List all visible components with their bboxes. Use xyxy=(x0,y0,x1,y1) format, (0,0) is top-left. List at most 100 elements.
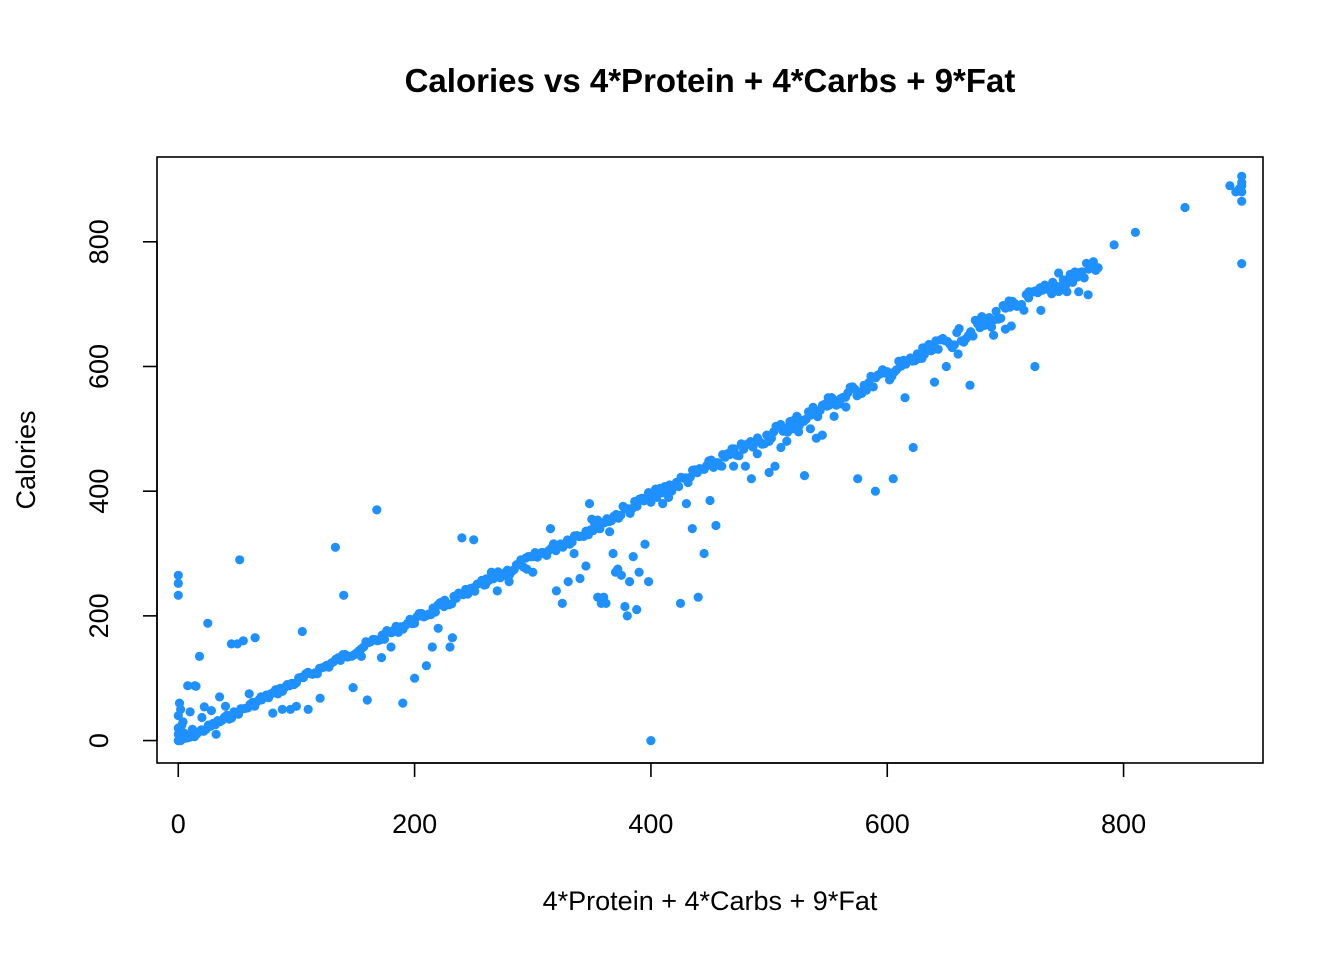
data-point xyxy=(1237,171,1247,181)
data-point xyxy=(470,586,480,596)
data-point xyxy=(986,322,997,332)
data-point xyxy=(203,618,213,628)
data-point xyxy=(1030,361,1040,372)
data-point xyxy=(589,517,599,527)
data-point xyxy=(687,524,697,534)
data-point xyxy=(486,567,496,577)
data-point xyxy=(868,382,878,392)
data-point xyxy=(1054,268,1064,278)
y-tick-label: 0 xyxy=(84,733,114,748)
data-point xyxy=(929,377,940,387)
data-point xyxy=(675,598,686,609)
data-point xyxy=(977,312,987,322)
data-point xyxy=(1237,259,1247,269)
data-point xyxy=(356,651,366,662)
data-point xyxy=(646,736,656,746)
data-point xyxy=(1048,277,1058,287)
data-point xyxy=(989,330,999,340)
data-point xyxy=(421,661,431,671)
data-point xyxy=(746,474,757,484)
data-point xyxy=(173,570,183,580)
data-point xyxy=(557,598,567,609)
data-point xyxy=(1004,296,1014,306)
data-point xyxy=(608,548,618,559)
data-point xyxy=(268,708,278,718)
data-point xyxy=(1074,287,1084,297)
data-point xyxy=(185,707,195,717)
data-point xyxy=(908,442,918,453)
data-point xyxy=(900,393,910,403)
data-point xyxy=(794,427,804,437)
x-tick-label: 800 xyxy=(1101,809,1146,839)
data-point xyxy=(625,577,635,587)
data-point xyxy=(277,704,287,715)
data-point xyxy=(622,611,632,621)
data-point xyxy=(569,548,579,559)
data-point xyxy=(348,683,358,693)
data-point xyxy=(194,651,205,662)
data-point xyxy=(605,527,615,537)
data-point xyxy=(457,533,467,543)
data-point xyxy=(968,331,978,341)
data-point xyxy=(215,692,225,702)
data-point xyxy=(1180,202,1190,213)
data-point xyxy=(861,385,872,395)
data-point xyxy=(1237,196,1247,206)
data-point xyxy=(256,692,266,702)
data-point xyxy=(199,702,209,712)
data-point xyxy=(681,499,692,509)
y-tick-label: 800 xyxy=(84,219,114,264)
data-point xyxy=(303,704,313,715)
data-point xyxy=(1062,287,1072,297)
data-point xyxy=(996,313,1006,323)
data-point xyxy=(415,611,426,621)
data-point xyxy=(823,393,833,403)
data-point xyxy=(339,590,349,600)
data-point xyxy=(616,510,626,520)
data-point xyxy=(235,555,245,565)
data-point xyxy=(1109,240,1119,250)
data-point xyxy=(291,701,301,711)
data-point xyxy=(601,598,611,609)
data-point xyxy=(918,343,928,353)
data-point xyxy=(362,695,372,705)
data-point xyxy=(664,492,674,502)
data-point xyxy=(1024,287,1034,297)
data-point xyxy=(187,724,197,734)
data-point xyxy=(469,535,479,545)
data-point xyxy=(870,486,881,496)
x-tick-label: 0 xyxy=(171,809,186,839)
data-point xyxy=(699,548,709,559)
data-point xyxy=(705,495,715,506)
data-point xyxy=(211,729,221,739)
data-point xyxy=(1093,263,1103,273)
y-tick-label: 600 xyxy=(84,344,114,389)
data-point xyxy=(398,698,408,708)
data-point xyxy=(658,499,668,509)
data-point xyxy=(644,577,654,587)
data-point xyxy=(693,592,703,602)
data-point xyxy=(439,601,449,612)
data-point xyxy=(805,424,816,434)
data-point xyxy=(206,706,216,716)
data-point xyxy=(829,411,839,421)
data-point xyxy=(1225,181,1235,191)
data-point xyxy=(1130,227,1140,237)
data-point xyxy=(640,539,650,549)
data-point xyxy=(176,704,186,715)
data-point xyxy=(551,586,562,596)
data-point xyxy=(183,681,193,691)
data-point xyxy=(620,601,630,612)
y-tick-label: 200 xyxy=(84,593,114,638)
data-point xyxy=(480,580,491,590)
data-point xyxy=(1079,273,1089,283)
data-point xyxy=(628,552,638,562)
points-layer xyxy=(173,171,1247,746)
data-point xyxy=(776,442,786,453)
data-point xyxy=(941,361,951,372)
data-point xyxy=(238,636,248,646)
data-point xyxy=(729,461,739,471)
data-point xyxy=(770,461,780,471)
data-point xyxy=(179,728,189,738)
